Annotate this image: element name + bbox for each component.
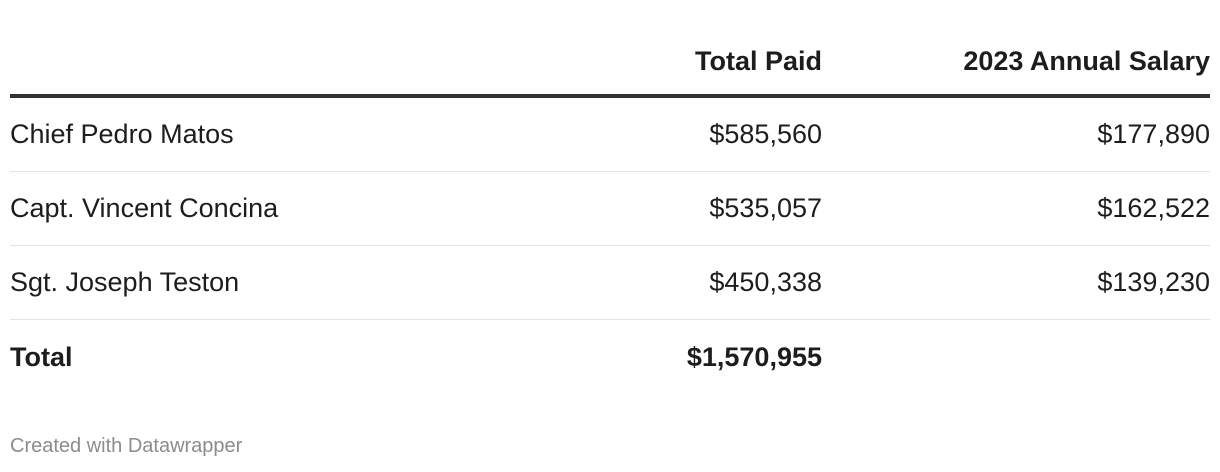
row-name-cell: Chief Pedro Matos: [10, 119, 234, 149]
row-salary-cell: $162,522: [1097, 193, 1210, 223]
total-label-cell: Total: [10, 341, 73, 372]
row-salary-cell: $177,890: [1097, 119, 1210, 149]
table-row: Sgt. Joseph Teston $450,338 $139,230: [10, 246, 1210, 320]
salary-table: Total Paid 2023 Annual Salary Chief Pedr…: [10, 28, 1210, 394]
row-salary-cell: $139,230: [1097, 267, 1210, 297]
table-row: Capt. Vincent Concina $535,057 $162,522: [10, 172, 1210, 246]
table-total-row: Total $1,570,955: [10, 320, 1210, 394]
row-total-paid-cell: $585,560: [709, 119, 822, 149]
column-header-annual-salary: 2023 Annual Salary: [963, 45, 1210, 76]
row-name-cell: Capt. Vincent Concina: [10, 193, 279, 223]
row-total-paid-cell: $450,338: [709, 267, 822, 297]
table-row: Chief Pedro Matos $585,560 $177,890: [10, 98, 1210, 172]
row-total-paid-cell: $535,057: [709, 193, 822, 223]
table-header-row: Total Paid 2023 Annual Salary: [10, 28, 1210, 98]
column-header-total-paid: Total Paid: [694, 45, 822, 76]
row-name-cell: Sgt. Joseph Teston: [10, 267, 240, 297]
datawrapper-credit: Created with Datawrapper: [10, 435, 243, 457]
total-paid-cell: $1,570,955: [686, 341, 822, 372]
